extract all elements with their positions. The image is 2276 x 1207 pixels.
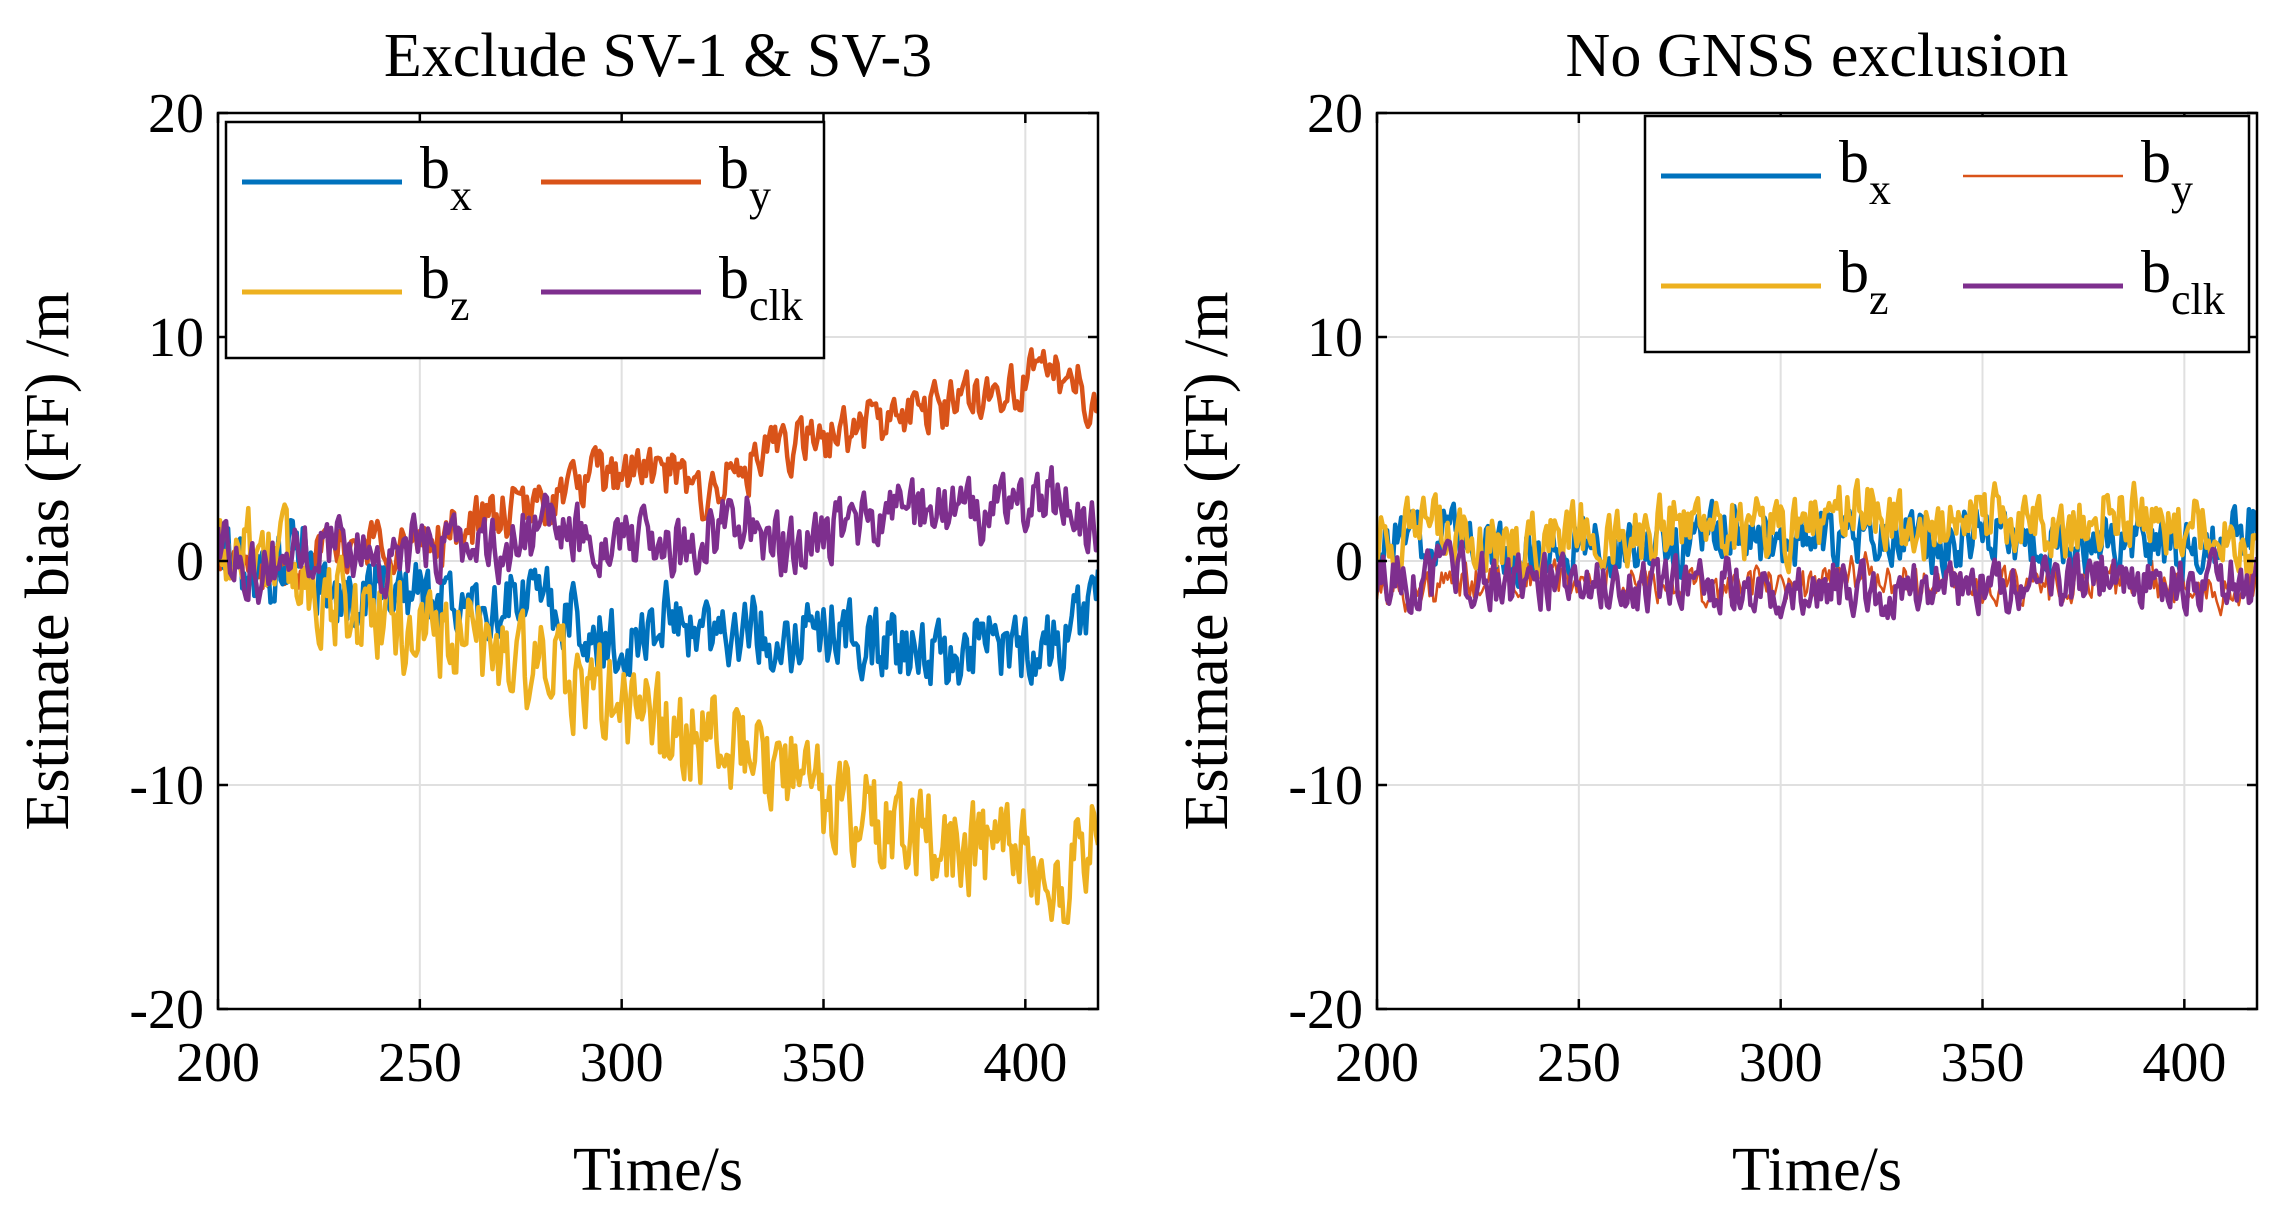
legend-label-bx: bx bbox=[1839, 129, 1891, 214]
y-tick-labels: 20 10 0 -10 -20 bbox=[1288, 83, 1363, 1041]
legend-entry-bx: bx bbox=[242, 135, 472, 220]
y-tick-label: 20 bbox=[1307, 83, 1363, 145]
series-line-bclk bbox=[218, 465, 1098, 605]
x-tick-label: 200 bbox=[176, 1032, 260, 1094]
x-tick-label: 400 bbox=[983, 1032, 1067, 1094]
legend-label-by: by bbox=[2141, 129, 2193, 214]
y-tick-label: -20 bbox=[129, 979, 204, 1041]
legend-label-by: by bbox=[719, 135, 771, 220]
y-tick-label: 10 bbox=[148, 307, 204, 369]
tick-marks bbox=[1375, 111, 2257, 1011]
y-axis-label: Estimate bias (FF) /m bbox=[1173, 291, 1241, 830]
legend-label-bz: bz bbox=[420, 245, 470, 330]
x-tick-label: 350 bbox=[782, 1032, 866, 1094]
legend-label-bz: bz bbox=[1839, 239, 1889, 324]
y-tick-label: 0 bbox=[176, 531, 204, 593]
x-tick-label: 200 bbox=[1335, 1032, 1419, 1094]
legend-entry-bx: bx bbox=[1661, 129, 1891, 214]
x-tick-label: 400 bbox=[2142, 1032, 2226, 1094]
y-tick-label: -10 bbox=[129, 755, 204, 817]
legend-entry-bz: bz bbox=[1661, 239, 1889, 324]
x-tick-labels: 200 250 300 350 400 bbox=[1335, 1032, 2226, 1094]
x-tick-label: 300 bbox=[580, 1032, 664, 1094]
series-line-bz bbox=[1377, 478, 2257, 582]
legend-box bbox=[224, 120, 826, 360]
legend-label-bclk: bclk bbox=[2141, 239, 2225, 324]
y-axis-label: Estimate bias (FF) /m bbox=[14, 291, 82, 830]
panel-no-exclusion: 200 250 300 350 400 20 10 0 -10 -20 No G… bbox=[1173, 22, 2259, 1204]
legend: bx by bz bclk bbox=[224, 120, 826, 360]
x-tick-label: 250 bbox=[378, 1032, 462, 1094]
chart-title: No GNSS exclusion bbox=[1566, 22, 2069, 90]
data-series bbox=[1377, 478, 2257, 621]
x-tick-label: 300 bbox=[1739, 1032, 1823, 1094]
x-tick-label: 250 bbox=[1537, 1032, 1621, 1094]
x-axis-label: Time/s bbox=[1732, 1136, 1902, 1204]
x-tick-label: 350 bbox=[1941, 1032, 2025, 1094]
y-tick-label: 10 bbox=[1307, 307, 1363, 369]
legend: bx by bz bclk bbox=[1643, 114, 2251, 354]
chart-title: Exclude SV-1 & SV-3 bbox=[384, 22, 932, 90]
y-tick-label: 0 bbox=[1335, 531, 1363, 593]
x-tick-labels: 200 250 300 350 400 bbox=[176, 1032, 1067, 1094]
legend-entry-by: by bbox=[541, 135, 771, 220]
legend-entry-by: by bbox=[1963, 129, 2193, 214]
x-axis-label: Time/s bbox=[573, 1136, 743, 1204]
y-tick-label: 20 bbox=[148, 83, 204, 145]
panel-exclude-sv: 200 250 300 350 400 20 10 0 -10 -20 Excl… bbox=[14, 22, 1100, 1204]
legend-label-bx: bx bbox=[420, 135, 472, 220]
series-line-bz bbox=[218, 502, 1098, 925]
legend-entry-bz: bz bbox=[242, 245, 470, 330]
legend-box bbox=[1643, 114, 2251, 354]
y-tick-label: -20 bbox=[1288, 979, 1363, 1041]
data-series bbox=[218, 347, 1098, 925]
legend-entry-bclk: bclk bbox=[541, 245, 803, 330]
series-line-bclk bbox=[1377, 538, 2257, 621]
legend-label-bclk: bclk bbox=[719, 245, 803, 330]
y-tick-labels: 20 10 0 -10 -20 bbox=[129, 83, 204, 1041]
y-tick-label: -10 bbox=[1288, 755, 1363, 817]
legend-entry-bclk: bclk bbox=[1963, 239, 2225, 324]
